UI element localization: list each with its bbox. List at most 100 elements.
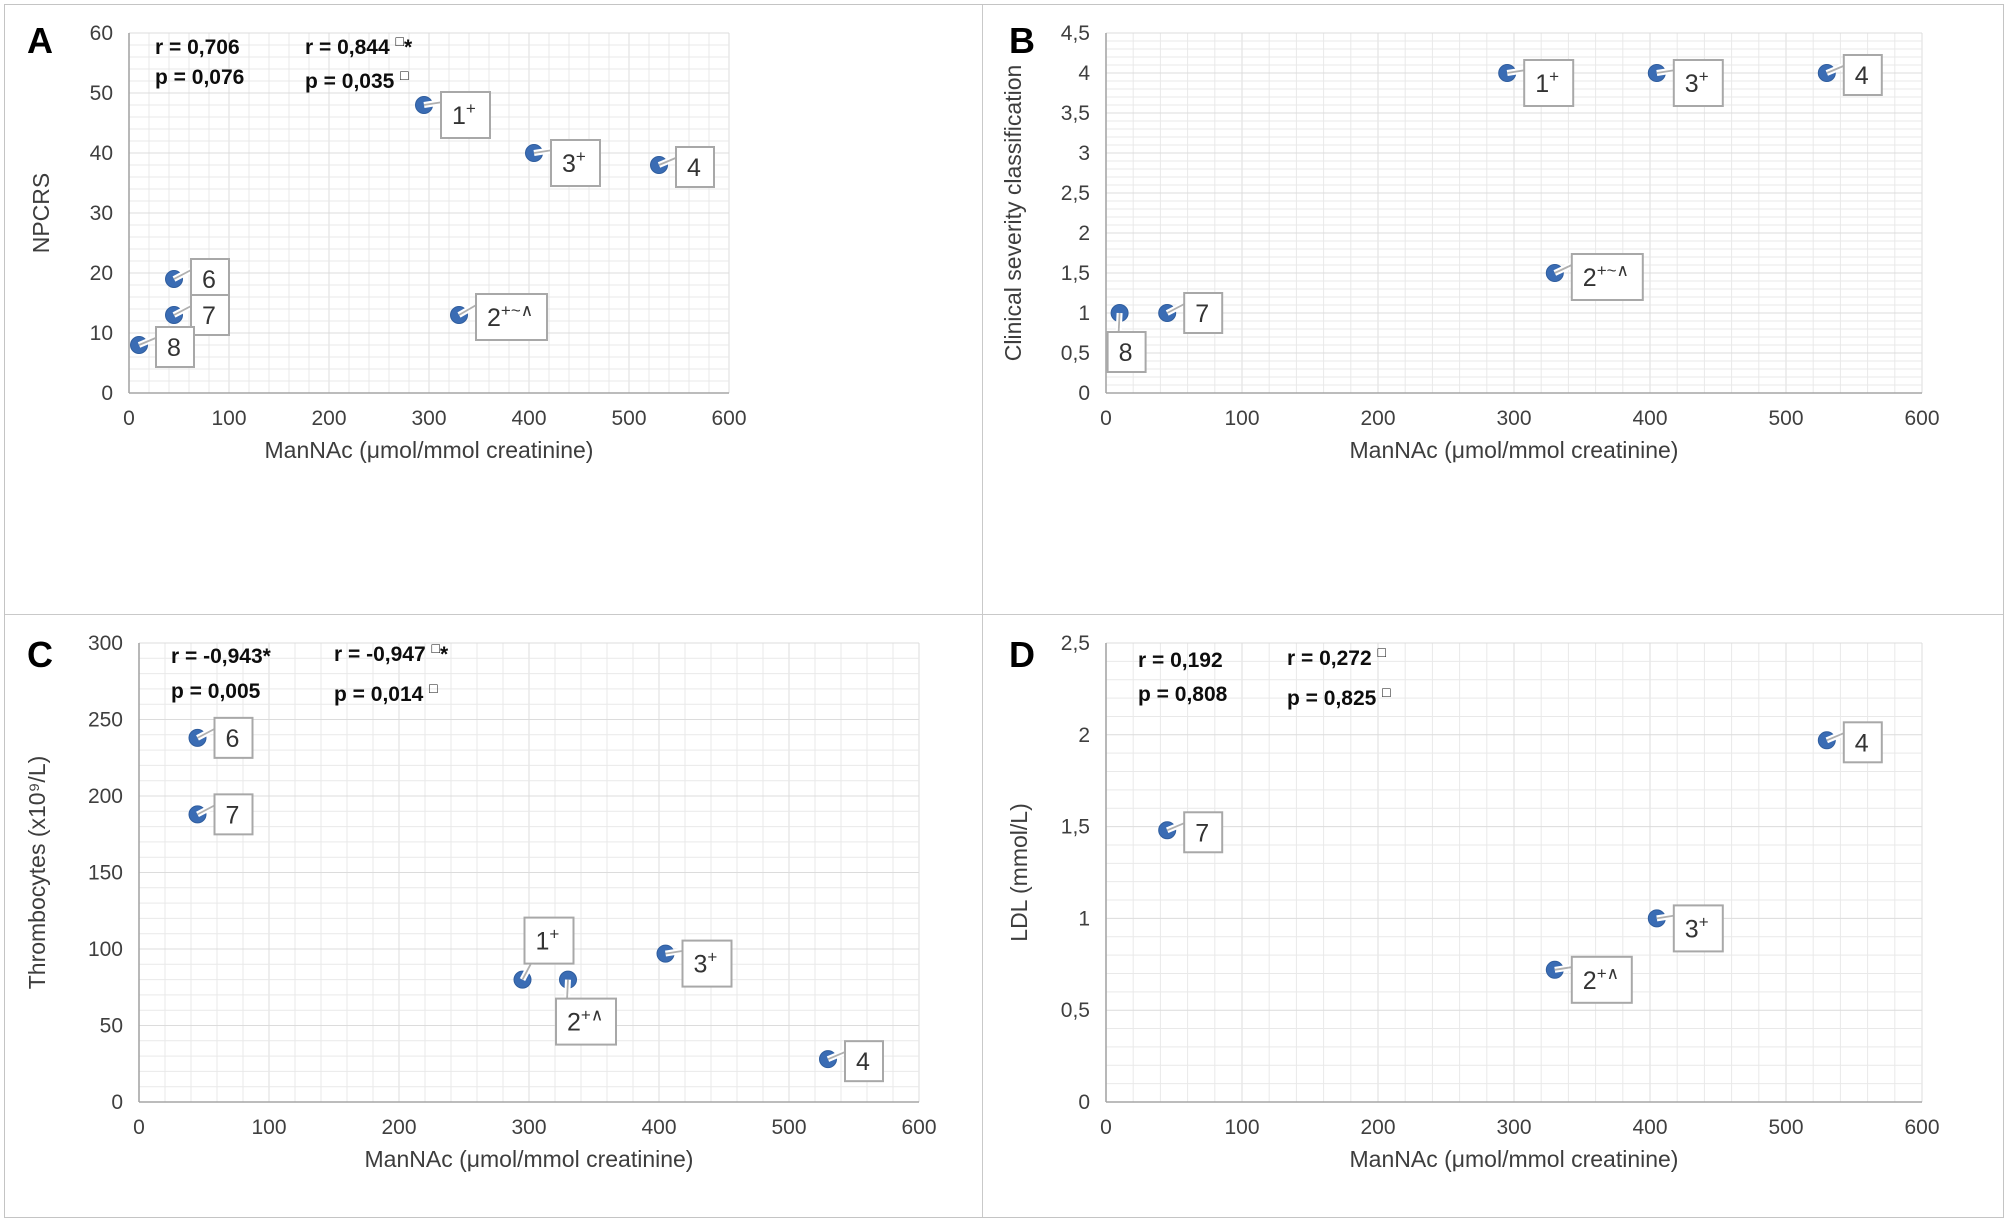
stat-annotation: r = -0,943* <box>171 645 272 668</box>
data-label-7: 7 <box>1195 300 1209 328</box>
y-tick-label: 0 <box>111 1091 123 1114</box>
data-label-3: 3+ <box>562 147 586 178</box>
data-point-group-7: 7 <box>1158 292 1224 334</box>
x-tick-label: 400 <box>641 1116 676 1139</box>
data-label-2: 2+∧ <box>1583 964 1619 995</box>
y-tick-label: 2,5 <box>1061 632 1090 655</box>
panel-B: B 0 0,5 1 1,5 2 2,5 3 3,5 4 4,5 0 100 200 300 400 500 600… <box>983 5 2003 615</box>
data-point-group-6: 6 <box>165 258 230 300</box>
data-point-group-7: 7 <box>1158 811 1224 854</box>
x-tick-label: 0 <box>1100 407 1112 430</box>
stat-annotation: p = 0,825 □ <box>1287 684 1391 710</box>
data-label-box-3 <box>681 939 733 988</box>
data-point-group-8: 8 <box>1106 304 1147 373</box>
stat-annotation: p = 0,014 □ <box>334 680 438 706</box>
x-axis-title: ManNAc (μmol/mmol creatinine) <box>365 1146 694 1172</box>
stat-annotation: r = 0,844 □* <box>305 33 413 59</box>
data-point-group-8: 8 <box>130 326 195 368</box>
x-tick-label: 600 <box>1904 1116 1939 1139</box>
panel-C-chart: C 0 50 100 150 200 250 300 0 100 200 300 400 500 600 Ma… <box>24 632 937 1172</box>
y-tick-label: 0 <box>1078 382 1090 405</box>
panel-A: A 0 10 20 30 40 50 60 0 100 200 300 400 500 600 ManNAc … <box>5 5 983 615</box>
panel-D-chart: D 0 0,5 1 1,5 2 2,5 0 100 200 300 400 500 600 ManNAc (… <box>1006 632 1940 1172</box>
x-tick-label: 100 <box>1224 1116 1259 1139</box>
x-tick-label: 600 <box>1904 407 1939 430</box>
data-point-group-1: 1+ <box>513 916 575 989</box>
data-point-group-2: 2+∧ <box>555 970 617 1046</box>
data-label-box-8 <box>1106 331 1147 373</box>
y-tick-label: 1 <box>1078 302 1090 325</box>
y-tick-label: 40 <box>90 142 113 165</box>
data-label-box-4 <box>844 1040 884 1083</box>
data-label-8: 8 <box>1119 339 1133 367</box>
x-tick-label: 600 <box>901 1116 936 1139</box>
y-axis-title: Thrombocytes (x10⁹/L) <box>24 756 50 990</box>
data-point-group-3: 3+ <box>525 139 601 187</box>
x-tick-label: 100 <box>1224 407 1259 430</box>
gridlines <box>128 32 730 394</box>
y-tick-label: 0 <box>101 382 113 405</box>
y-tick-label: 100 <box>88 938 123 961</box>
data-point-group-7: 7 <box>188 793 254 836</box>
x-tick-label: 0 <box>1100 1116 1112 1139</box>
data-label-box-2 <box>555 997 617 1046</box>
data-label-box-4 <box>675 146 715 188</box>
gridlines <box>1105 32 1923 394</box>
data-point-group-3: 3+ <box>1647 59 1724 107</box>
x-tick-label: 400 <box>1632 1116 1667 1139</box>
data-label-2: 2+~∧ <box>1583 261 1629 292</box>
y-tick-label: 2,5 <box>1061 182 1090 205</box>
data-point-group-4: 4 <box>1817 721 1883 764</box>
y-tick-label: 0 <box>1078 1091 1090 1114</box>
x-axis-title: ManNAc (μmol/mmol creatinine) <box>265 437 594 463</box>
data-label-box-4 <box>1842 721 1883 764</box>
data-point-group-1: 1+ <box>415 91 491 139</box>
data-label-box-2 <box>1570 955 1633 1004</box>
panel-letter: C <box>27 634 53 675</box>
stat-annotation: r = 0,272 □ <box>1287 644 1387 670</box>
data-label-4: 4 <box>687 154 701 182</box>
data-point-group-2: 2+∧ <box>1545 955 1633 1004</box>
x-tick-label: 300 <box>411 407 446 430</box>
data-label-box-3 <box>1672 59 1724 107</box>
stat-annotation: p = 0,808 <box>1138 683 1228 706</box>
x-tick-label: 400 <box>511 407 546 430</box>
y-tick-label: 50 <box>90 82 113 105</box>
x-tick-label: 200 <box>381 1116 416 1139</box>
data-label-box-1 <box>440 91 491 139</box>
panel-B-chart: B 0 0,5 1 1,5 2 2,5 3 3,5 4 4,5 0 100 200 300 400 500 600… <box>1000 20 1940 463</box>
stat-annotation: p = 0,076 <box>155 66 244 89</box>
data-point-group-4: 4 <box>650 146 715 188</box>
x-tick-label: 300 <box>1496 407 1531 430</box>
panel-letter: A <box>27 20 53 61</box>
data-point-group-6: 6 <box>188 716 254 759</box>
x-tick-label: 500 <box>1768 1116 1803 1139</box>
stat-annotation: r = 0,192 <box>1138 649 1223 672</box>
data-point-group-3: 3+ <box>1647 904 1724 953</box>
data-label-box-7 <box>213 793 254 836</box>
x-tick-label: 0 <box>123 407 135 430</box>
x-tick-label: 100 <box>211 407 246 430</box>
y-tick-label: 50 <box>100 1015 123 1038</box>
panel-letter: D <box>1009 634 1035 675</box>
data-label-3: 3+ <box>1685 67 1709 98</box>
data-label-box-6 <box>213 716 254 759</box>
data-label-box-1 <box>1523 59 1575 107</box>
panel-D: D 0 0,5 1 1,5 2 2,5 0 100 200 300 400 500 600 ManNAc (… <box>983 615 2003 1217</box>
data-point-group-3: 3+ <box>656 939 733 988</box>
data-label-4: 4 <box>856 1048 870 1076</box>
data-label-box-7 <box>1183 811 1224 854</box>
data-label-box-3 <box>550 139 601 187</box>
y-tick-label: 2 <box>1078 724 1090 747</box>
y-tick-label: 3,5 <box>1061 102 1090 125</box>
data-label-1: 1+ <box>452 99 476 130</box>
data-point-group-4: 4 <box>819 1040 884 1083</box>
y-tick-label: 0,5 <box>1061 342 1090 365</box>
data-label-6: 6 <box>202 266 216 294</box>
y-axis-title: Clinical severity classification <box>1000 65 1026 362</box>
data-label-3: 3+ <box>694 948 718 979</box>
x-tick-label: 0 <box>133 1116 145 1139</box>
x-tick-label: 500 <box>1768 407 1803 430</box>
y-tick-label: 1,5 <box>1061 262 1090 285</box>
